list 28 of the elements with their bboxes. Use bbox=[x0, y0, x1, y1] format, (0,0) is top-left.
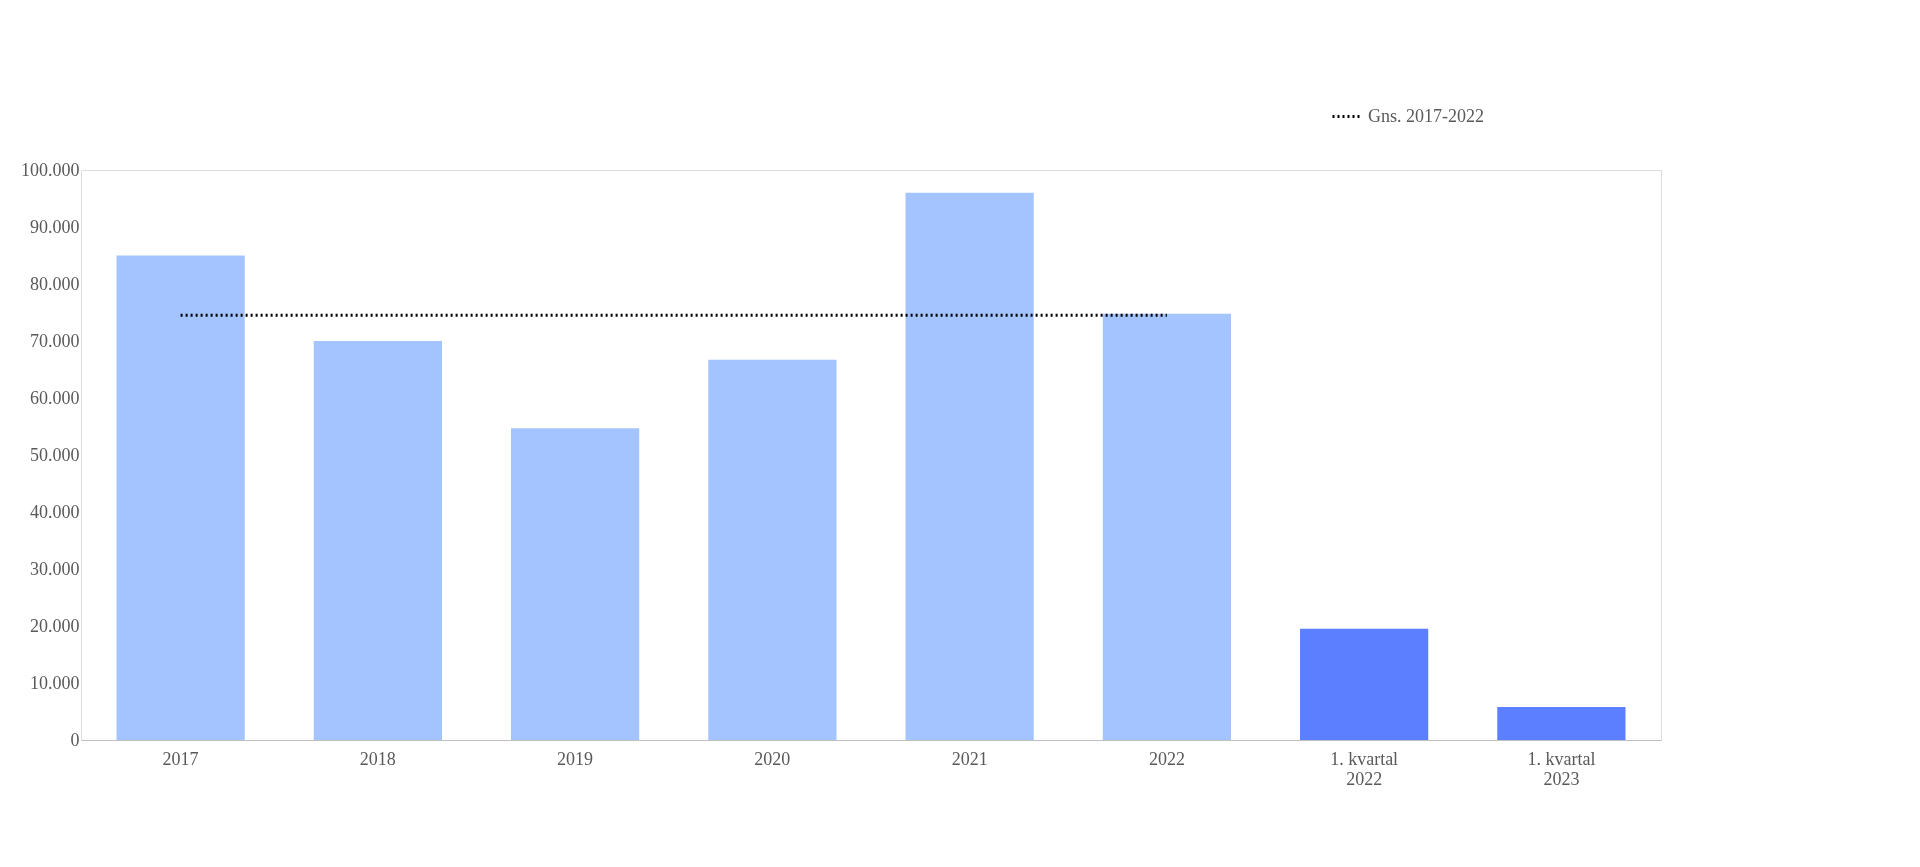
y-tick-label: 90.000 bbox=[30, 216, 80, 237]
y-tick-label: 70.000 bbox=[30, 330, 80, 351]
x-tick-label: 2022 bbox=[1148, 748, 1185, 769]
x-tick-label: 1. kvartal 2022 bbox=[1330, 748, 1399, 789]
y-tick-label: 50.000 bbox=[30, 444, 80, 465]
bar bbox=[313, 341, 442, 740]
legend-label: Gns. 2017-2022 bbox=[1368, 105, 1484, 126]
y-tick-label: 30.000 bbox=[30, 558, 80, 579]
y-tick-label: 20.000 bbox=[30, 615, 80, 636]
y-tick-label: 0 bbox=[70, 729, 80, 750]
bar bbox=[511, 428, 640, 740]
y-tick-label: 40.000 bbox=[30, 501, 80, 522]
y-tick-label: 100.000 bbox=[21, 159, 80, 180]
x-tick-label: 2018 bbox=[359, 748, 396, 769]
x-tick-label: 2021 bbox=[951, 748, 988, 769]
x-tick-label: 2020 bbox=[754, 748, 791, 769]
bar bbox=[905, 192, 1034, 740]
x-tick-label: 1. kvartal 2023 bbox=[1527, 748, 1596, 789]
bar bbox=[1102, 313, 1231, 740]
y-tick-label: 10.000 bbox=[30, 672, 80, 693]
bar bbox=[708, 359, 837, 740]
x-tick-label: 2019 bbox=[557, 748, 594, 769]
bar bbox=[116, 255, 245, 740]
bar bbox=[1300, 628, 1429, 740]
bar bbox=[1497, 706, 1626, 740]
y-tick-label: 80.000 bbox=[30, 273, 80, 294]
x-tick-label: 2017 bbox=[162, 748, 199, 769]
y-tick-label: 60.000 bbox=[30, 387, 80, 408]
